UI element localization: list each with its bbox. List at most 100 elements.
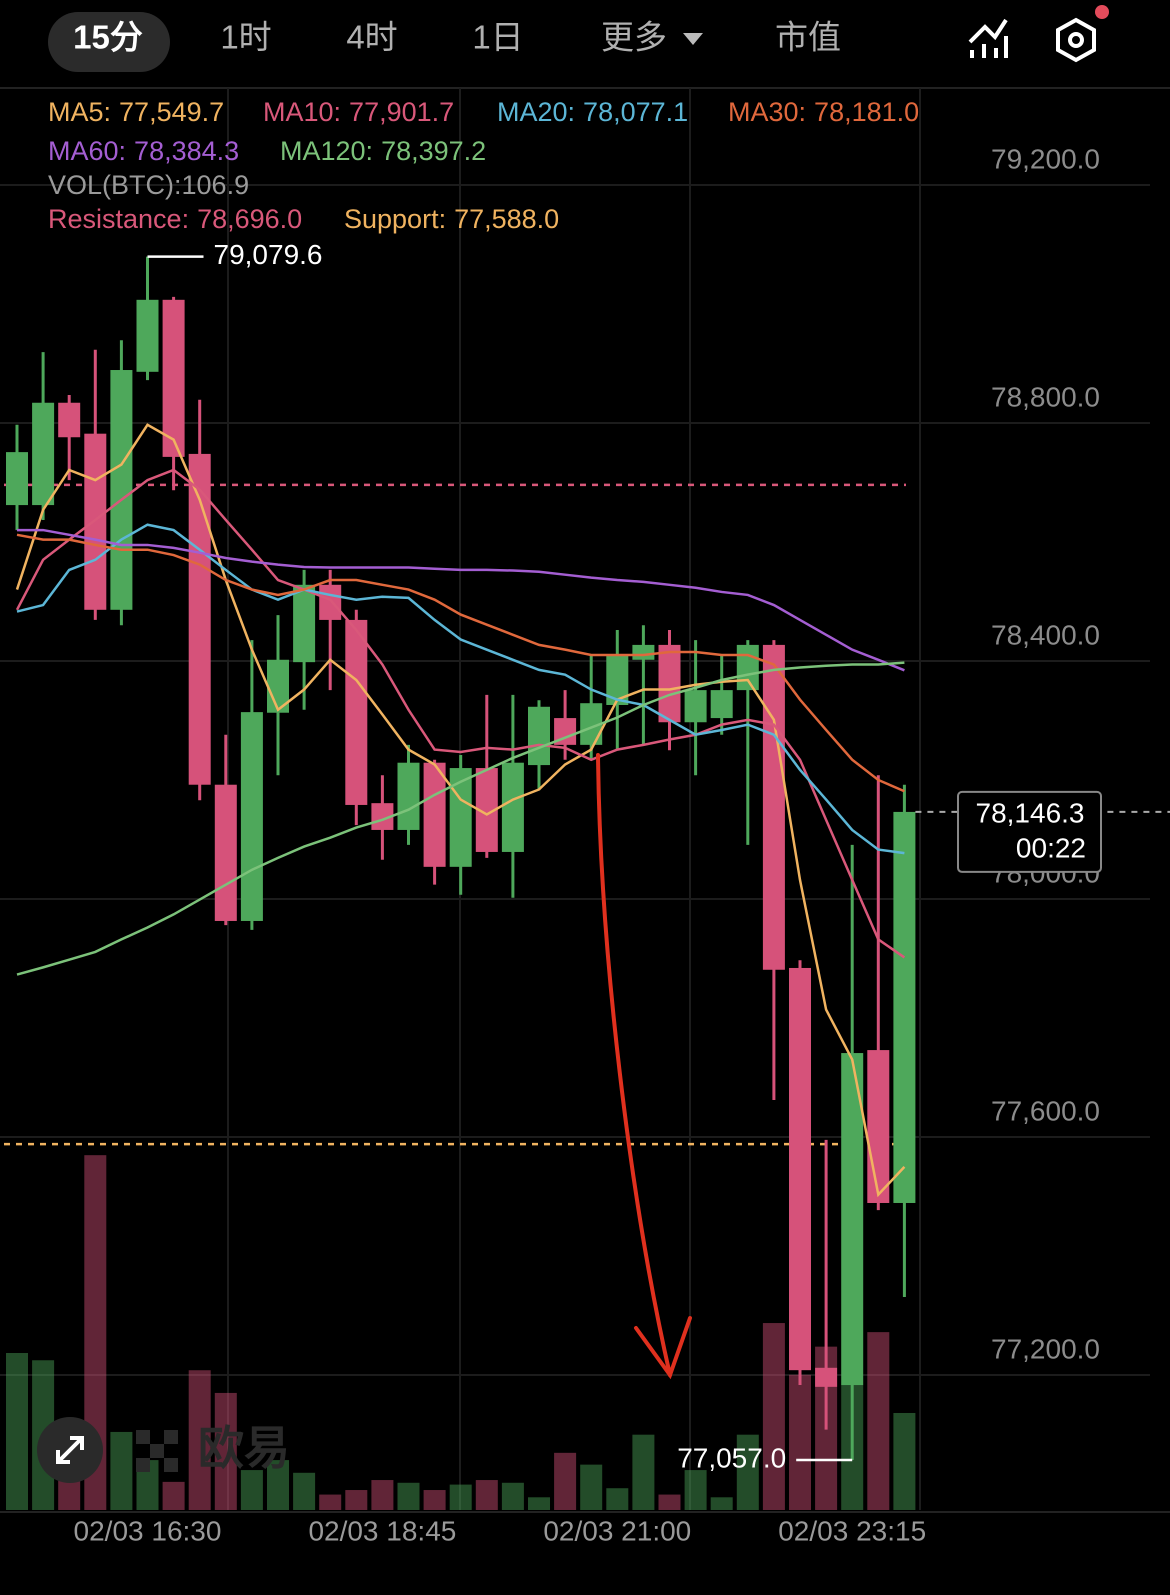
candle-body [789, 967, 811, 1371]
candle-body [110, 370, 133, 610]
dropdown-arrow[interactable] [683, 33, 703, 45]
volume-legend: VOL(BTC):106.9 [48, 170, 249, 200]
ma-line [17, 528, 905, 672]
volume-bar [684, 1470, 707, 1510]
candle-body [736, 644, 759, 691]
ma-legend-name: MA120: [280, 136, 373, 166]
y-tick-label: 77,600.0 [991, 1095, 1100, 1126]
ma-legend-name: MA30: [728, 97, 806, 127]
volume-bar [710, 1497, 733, 1510]
volume-legend-name: VOL(BTC): [48, 170, 182, 200]
level-legend: Support: 77,588.0 [344, 204, 559, 234]
candle-body [710, 690, 733, 719]
candle-body [475, 768, 498, 852]
ma-legend: MA10: 77,901.7 [263, 97, 454, 127]
candle-body [841, 1053, 864, 1386]
candle-body [214, 784, 237, 921]
settings-dot [1068, 32, 1084, 48]
hand-drawn-arrow [596, 753, 692, 1380]
volume-bar [762, 1323, 785, 1510]
volume-bar [893, 1412, 916, 1510]
level-legend-value: 78,696.0 [197, 204, 302, 234]
volume-bar [580, 1464, 603, 1510]
watermark-logo [136, 1430, 178, 1472]
volume-bar [162, 1481, 185, 1510]
logo-square [164, 1458, 178, 1472]
ma-legend: MA60: 78,384.3 [48, 136, 239, 166]
ma-line [16, 661, 905, 976]
candle-body [528, 706, 550, 766]
candle-body [371, 803, 394, 830]
last-price-box [957, 790, 1102, 873]
volume-legend-value: 106.9 [182, 170, 250, 200]
x-tick-label: 02/03 16:30 [74, 1515, 222, 1546]
candle-body [632, 644, 655, 660]
volume-bar [214, 1392, 237, 1510]
indicator-icon[interactable] [968, 18, 1008, 58]
timeframe-tab[interactable]: 更多 [601, 19, 667, 56]
volume-bar [240, 1470, 263, 1510]
volume-bar [371, 1480, 394, 1510]
level-legend-name: Resistance: [48, 204, 189, 234]
volume-bar [319, 1494, 342, 1510]
x-tick-label: 02/03 21:00 [543, 1515, 691, 1546]
ma-legend-value: 77,901.7 [349, 97, 454, 127]
y-tick-label: 78,800.0 [991, 381, 1100, 412]
candle-body [293, 584, 316, 663]
candle-body [606, 655, 629, 705]
y-tick-label: 78,400.0 [991, 619, 1100, 650]
volume-bar [867, 1332, 890, 1510]
candle-body [554, 718, 577, 745]
candle-body [319, 584, 342, 620]
settings-icon[interactable] [1056, 5, 1109, 63]
y-tick-label: 79,200.0 [991, 143, 1100, 174]
volume-bar [501, 1482, 524, 1510]
watermark-text: 欧易 [198, 1422, 290, 1474]
ma-legend-value: 78,384.3 [134, 136, 239, 166]
timeframe-tab[interactable]: 市值 [775, 19, 841, 56]
expand-arrows [56, 1436, 84, 1464]
candle-body [32, 402, 55, 506]
candle-body [658, 644, 681, 723]
logo-square [136, 1430, 150, 1444]
level-legend-name: Support: [344, 204, 446, 234]
selected-tab-pill[interactable] [48, 12, 170, 72]
ma-legend-value: 78,181.0 [814, 97, 919, 127]
ma-legend-value: 78,397.2 [381, 136, 486, 166]
volume-bar [789, 1374, 811, 1510]
x-tick-label: 02/03 18:45 [308, 1515, 456, 1546]
logo-square [136, 1458, 150, 1472]
last-price-label: 78,146.3 [976, 797, 1085, 828]
candle-body [162, 299, 185, 457]
candle-body [188, 453, 211, 785]
timeframe-tab[interactable]: 15分 [73, 19, 143, 56]
volume-bar [632, 1434, 655, 1510]
ma-legend: MA5: 77,549.7 [48, 97, 224, 127]
settings-hexagon [1056, 17, 1096, 63]
volume-bar [449, 1484, 472, 1510]
ma-legend-name: MA10: [263, 97, 341, 127]
arrow-shaft [596, 753, 672, 1377]
logo-square [164, 1430, 178, 1444]
volume-bar [397, 1482, 420, 1510]
low-label: 77,057.0 [677, 1442, 786, 1473]
timeframe-tab[interactable]: 4时 [346, 19, 397, 56]
ma-legend-value: 78,077.1 [583, 97, 688, 127]
expand-button[interactable] [37, 1417, 103, 1483]
timeframe-tab[interactable]: 1时 [220, 19, 271, 56]
candle-body [58, 402, 81, 438]
volume-bar [345, 1490, 368, 1510]
ma-line [16, 523, 905, 855]
candle-body [815, 1367, 838, 1387]
ma-legend: MA30: 78,181.0 [728, 97, 919, 127]
level-legend-value: 77,588.0 [454, 204, 559, 234]
candle-body [6, 452, 28, 506]
candle-body [423, 762, 446, 867]
timeframe-tab[interactable]: 1日 [472, 19, 523, 56]
volume-bar [475, 1480, 498, 1510]
y-tick-label: 77,200.0 [991, 1333, 1100, 1364]
countdown-label: 00:22 [1016, 832, 1086, 863]
candle-body [240, 712, 263, 921]
volume-bar [736, 1434, 759, 1510]
